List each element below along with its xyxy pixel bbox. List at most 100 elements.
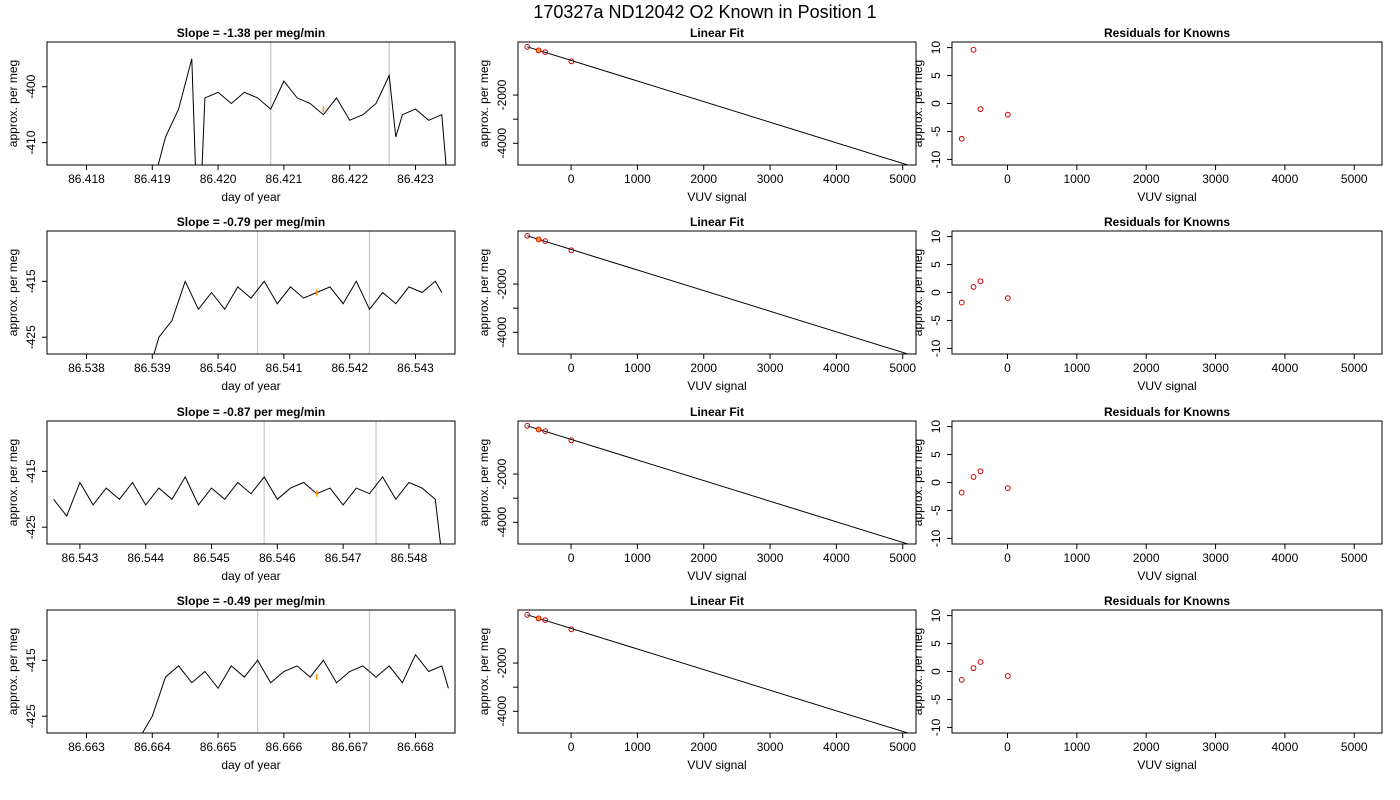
fit-line bbox=[527, 46, 910, 165]
y-axis-label: approx. per meg bbox=[911, 439, 925, 526]
x-axis-label: VUV signal bbox=[687, 190, 746, 204]
plot-frame bbox=[951, 41, 1383, 166]
y-axis-label: approx. per meg bbox=[911, 60, 925, 147]
residual-point bbox=[1004, 485, 1011, 491]
x-tick-label: 0 bbox=[568, 172, 575, 186]
plot-area bbox=[958, 46, 1011, 142]
x-tick-label: 86.539 bbox=[134, 361, 171, 375]
residual-point bbox=[970, 284, 977, 290]
x-tick-label: 3000 bbox=[757, 361, 784, 375]
data-point bbox=[542, 428, 549, 435]
chart-panel: Residuals for Knowns 0 1000 2000 3000 4000 500… bbox=[911, 594, 1383, 772]
y-tick-label: -425 bbox=[24, 704, 38, 728]
y-tick-label: -10 bbox=[929, 718, 943, 736]
plot-frame bbox=[517, 41, 917, 166]
plot-area bbox=[53, 421, 442, 544]
series-line bbox=[153, 279, 443, 354]
chart-panel: Linear Fit 0 1000 2000 3000 4000 5000 -4000 -200… bbox=[477, 594, 917, 772]
residual-point bbox=[1004, 673, 1011, 679]
x-tick-label: 0 bbox=[1004, 551, 1011, 565]
y-tick-label: 10 bbox=[929, 41, 943, 55]
panel-title: Linear Fit bbox=[690, 405, 744, 419]
x-tick-label: 3000 bbox=[1202, 172, 1229, 186]
y-tick-label: -415 bbox=[24, 648, 38, 672]
y-axis-label: approx. per meg bbox=[911, 628, 925, 715]
x-tick-label: 86.421 bbox=[266, 172, 303, 186]
x-tick-label: 1000 bbox=[1063, 740, 1090, 754]
x-tick-label: 86.543 bbox=[62, 551, 99, 565]
x-tick-label: 4000 bbox=[1272, 361, 1299, 375]
y-tick-label: 0 bbox=[929, 289, 943, 296]
x-tick-label: 0 bbox=[568, 551, 575, 565]
x-tick-label: 1000 bbox=[1063, 551, 1090, 565]
y-axis-label: approx. per meg bbox=[477, 628, 491, 715]
x-axis-label: VUV signal bbox=[1137, 190, 1196, 204]
x-tick-label: 5000 bbox=[1341, 361, 1368, 375]
x-tick-label: 0 bbox=[568, 740, 575, 754]
x-axis-label: day of year bbox=[221, 758, 280, 772]
x-tick-label: 86.667 bbox=[331, 740, 368, 754]
plot-frame bbox=[951, 609, 1383, 734]
residual-point bbox=[970, 665, 977, 672]
y-tick-label: 5 bbox=[929, 72, 943, 79]
y-tick-label: 10 bbox=[929, 230, 943, 244]
data-point bbox=[535, 615, 542, 622]
x-tick-label: 2000 bbox=[690, 551, 717, 565]
x-tick-label: 2000 bbox=[1133, 551, 1160, 565]
x-axis-label: VUV signal bbox=[1137, 379, 1196, 393]
y-axis-label: approx. per meg bbox=[477, 439, 491, 526]
panel-title: Slope = -0.79 per meg/min bbox=[177, 215, 325, 229]
plot-area bbox=[157, 42, 447, 165]
residual-point bbox=[1004, 295, 1011, 301]
y-axis-label: approx. per meg bbox=[477, 60, 491, 147]
plot-frame bbox=[517, 230, 917, 355]
x-tick-label: 86.547 bbox=[325, 551, 362, 565]
y-tick-label: 0 bbox=[929, 100, 943, 107]
y-tick-label: -10 bbox=[929, 150, 943, 168]
x-tick-label: 86.666 bbox=[266, 740, 303, 754]
y-axis-label: approx. per meg bbox=[6, 439, 20, 526]
y-tick-label: -5 bbox=[929, 126, 943, 137]
plot-frame bbox=[46, 609, 456, 734]
plot-frame bbox=[46, 41, 456, 166]
data-point bbox=[535, 47, 542, 54]
x-tick-label: 5000 bbox=[1341, 551, 1368, 565]
plot-area bbox=[524, 232, 910, 354]
residual-point bbox=[977, 468, 984, 475]
panel-title: Residuals for Knowns bbox=[1104, 215, 1230, 229]
x-tick-label: 4000 bbox=[1272, 740, 1299, 754]
residual-point bbox=[958, 489, 965, 496]
plot-frame bbox=[951, 230, 1383, 355]
highlight-point bbox=[536, 237, 541, 242]
chart-panel: Slope = -1.38 per meg/min 86.418 86.419 86.… bbox=[6, 26, 456, 204]
x-tick-label: 5000 bbox=[889, 551, 916, 565]
residual-point bbox=[970, 46, 977, 53]
x-tick-label: 86.422 bbox=[331, 172, 368, 186]
x-axis-label: VUV signal bbox=[687, 569, 746, 583]
x-tick-label: 86.540 bbox=[200, 361, 237, 375]
data-point bbox=[524, 422, 531, 429]
highlight-point bbox=[536, 616, 541, 621]
x-tick-label: 1000 bbox=[624, 172, 651, 186]
panel-title: Residuals for Knowns bbox=[1104, 405, 1230, 419]
x-tick-label: 3000 bbox=[1202, 551, 1229, 565]
panel-title: Linear Fit bbox=[690, 594, 744, 608]
y-tick-label: -4000 bbox=[495, 507, 509, 538]
x-axis-label: day of year bbox=[221, 190, 280, 204]
plot-frame bbox=[46, 420, 456, 545]
x-tick-label: 2000 bbox=[690, 740, 717, 754]
x-tick-label: 86.420 bbox=[200, 172, 237, 186]
x-tick-label: 86.423 bbox=[397, 172, 434, 186]
y-tick-label: -400 bbox=[24, 74, 38, 98]
data-point bbox=[524, 611, 531, 618]
chart-panel: Residuals for Knowns 0 1000 2000 3000 4000 500… bbox=[911, 405, 1383, 583]
y-tick-label: -410 bbox=[24, 130, 38, 154]
x-tick-label: 86.546 bbox=[259, 551, 296, 565]
fit-line bbox=[527, 425, 910, 544]
y-tick-label: -10 bbox=[929, 339, 943, 357]
data-point bbox=[524, 232, 531, 239]
residual-point bbox=[958, 299, 965, 306]
x-tick-label: 0 bbox=[1004, 172, 1011, 186]
x-tick-label: 86.665 bbox=[200, 740, 237, 754]
